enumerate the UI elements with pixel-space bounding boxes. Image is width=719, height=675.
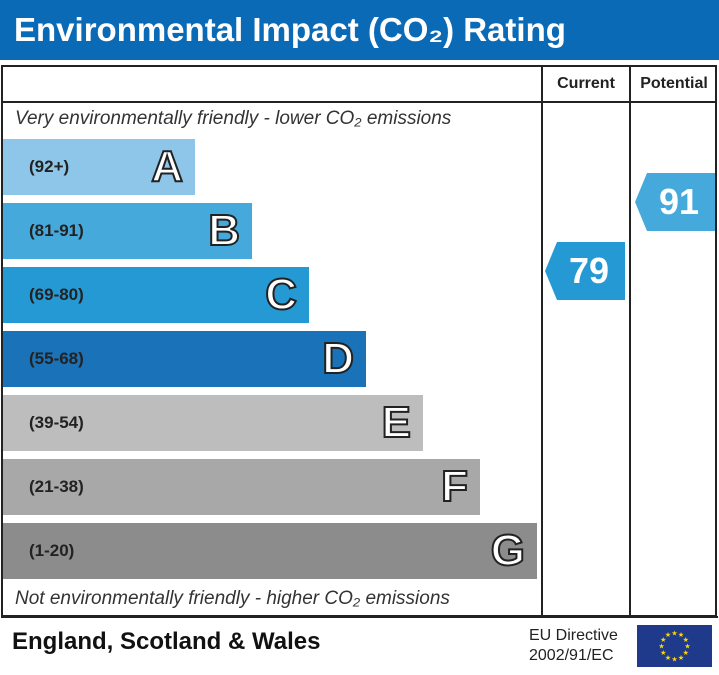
potential-rating-value: 91 [658, 181, 700, 222]
star-icon: ★ [678, 654, 684, 662]
band-letter: C [264, 269, 298, 320]
current-rating-value: 79 [568, 250, 610, 291]
band-c: (69-80) C [3, 267, 309, 323]
region-label: England, Scotland & Wales [12, 628, 321, 655]
band-range: (21-38) [29, 477, 84, 496]
band-d: (55-68) D [3, 331, 366, 387]
star-icon: ★ [660, 649, 666, 657]
band-g: (1-20) G [3, 523, 537, 579]
star-icon: ★ [665, 631, 671, 639]
bottom-note: Not environmentally friendly - higher CO… [15, 588, 450, 609]
star-icon: ★ [678, 631, 684, 639]
star-icon: ★ [665, 654, 671, 662]
band-letter: G [490, 525, 526, 576]
band-range: (39-54) [29, 413, 84, 432]
directive-line1: EU Directive [529, 627, 618, 644]
divider [1, 101, 717, 103]
divider [629, 65, 631, 617]
band-a: (92+) A [3, 139, 195, 195]
band-range: (1-20) [29, 541, 75, 560]
band-b: (81-91) B [3, 203, 252, 259]
band-f: (21-38) F [3, 459, 480, 515]
directive-line2: 2002/91/EC [529, 647, 614, 664]
current-rating-arrow: 79 [545, 242, 625, 300]
band-letter: E [381, 397, 412, 448]
star-icon: ★ [660, 636, 666, 644]
chart-title: Environmental Impact (CO₂) Rating [0, 0, 719, 60]
band-letter: D [321, 333, 355, 384]
star-icon: ★ [671, 656, 677, 664]
band-range: (81-91) [29, 221, 84, 240]
divider [541, 65, 543, 617]
column-header-potential: Potential [640, 75, 708, 92]
band-range: (55-68) [29, 349, 84, 368]
top-note: Very environmentally friendly - lower CO… [15, 108, 452, 129]
band-letter: A [150, 141, 184, 192]
star-icon: ★ [683, 649, 689, 657]
eu-directive: EU Directive 2002/91/EC [529, 626, 618, 666]
star-icon: ★ [658, 643, 664, 651]
eu-flag-icon: ★★★★★★★★★ ★ ★★ [637, 625, 712, 667]
star-icon: ★ [683, 636, 689, 644]
divider [1, 616, 718, 618]
star-icon: ★ [684, 643, 690, 651]
band-e: (39-54) E [3, 395, 423, 451]
band-letter: F [440, 461, 469, 512]
potential-rating-arrow: 91 [635, 173, 715, 231]
star-icon: ★ [671, 630, 677, 638]
column-header-current: Current [557, 75, 615, 92]
band-letter: B [207, 205, 241, 256]
band-range: (69-80) [29, 285, 84, 304]
band-range: (92+) [29, 157, 70, 176]
